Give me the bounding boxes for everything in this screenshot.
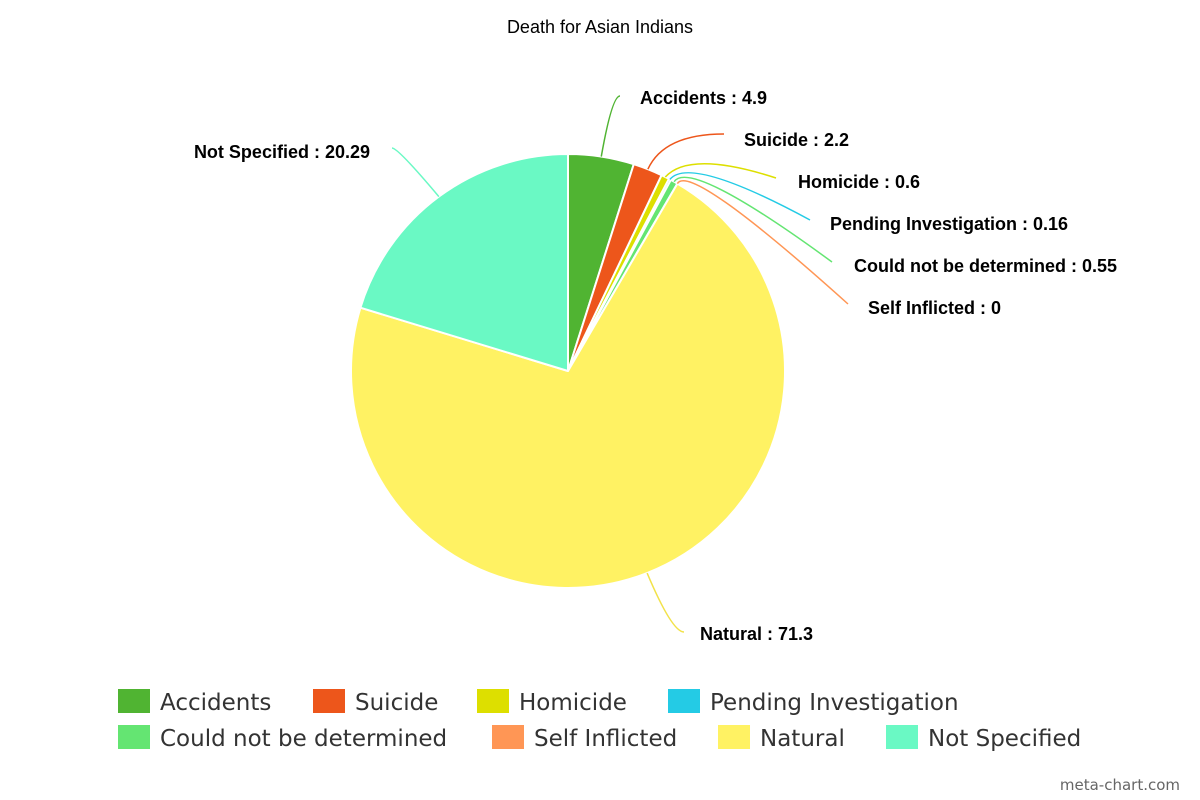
- legend-item-accidents[interactable]: Accidents: [118, 689, 271, 716]
- legend-label: Suicide: [355, 690, 438, 716]
- data-label-could-not-be-determined: Could not be determined : 0.55: [854, 256, 1117, 276]
- legend-item-could-not-be-determined[interactable]: Could not be determined: [118, 725, 447, 752]
- legend-label: Self Inflicted: [534, 726, 677, 752]
- legend-swatch: [118, 725, 150, 749]
- legend-label: Homicide: [519, 690, 627, 716]
- legend-swatch: [477, 689, 509, 713]
- connector-suicide: [647, 133, 725, 170]
- connector-not-specified: [391, 147, 440, 198]
- connector-accidents: [600, 95, 621, 157]
- data-label-accidents: Accidents : 4.9: [640, 88, 767, 108]
- connector-self-inflicted: [676, 180, 849, 305]
- legend-item-homicide[interactable]: Homicide: [477, 689, 627, 716]
- pie-slice-natural[interactable]: [350, 182, 786, 589]
- data-label-homicide: Homicide : 0.6: [798, 172, 920, 192]
- legend-item-pending-investigation[interactable]: Pending Investigation: [668, 689, 959, 716]
- chart-title: Death for Asian Indians: [507, 17, 693, 37]
- legend-item-self-inflicted[interactable]: Self Inflicted: [492, 725, 677, 752]
- legend-label: Pending Investigation: [710, 690, 959, 716]
- credit-text[interactable]: meta-chart.com: [1060, 776, 1180, 794]
- data-labels: Accidents : 4.9 Suicide : 2.2 Homicide : 0…: [194, 88, 1117, 644]
- legend-item-natural[interactable]: Natural: [718, 725, 845, 752]
- label-connectors: [391, 95, 849, 633]
- legend-label: Accidents: [160, 690, 271, 716]
- legend-item-suicide[interactable]: Suicide: [313, 689, 438, 716]
- legend-label: Natural: [760, 726, 845, 752]
- data-label-not-specified: Not Specified : 20.29: [194, 142, 370, 162]
- legend: Accidents Suicide Homicide Pending Investig…: [118, 689, 1081, 752]
- legend-swatch: [313, 689, 345, 713]
- connector-could-not-be-determined: [673, 176, 833, 263]
- connector-natural: [646, 572, 685, 633]
- legend-item-not-specified[interactable]: Not Specified: [886, 725, 1081, 752]
- legend-swatch: [118, 689, 150, 713]
- legend-swatch: [668, 689, 700, 713]
- legend-swatch: [492, 725, 524, 749]
- legend-label: Could not be determined: [160, 726, 447, 752]
- data-label-natural: Natural : 71.3: [700, 624, 813, 644]
- legend-label: Not Specified: [928, 726, 1081, 752]
- data-label-self-inflicted: Self Inflicted : 0: [868, 298, 1001, 318]
- data-label-suicide: Suicide : 2.2: [744, 130, 849, 150]
- connector-pending-investigation: [669, 172, 811, 221]
- pie-slice-not-specified[interactable]: [359, 153, 569, 372]
- legend-swatch: [886, 725, 918, 749]
- pie-slices: [350, 153, 786, 589]
- data-label-pending-investigation: Pending Investigation : 0.16: [830, 214, 1068, 234]
- connector-homicide: [664, 163, 777, 179]
- legend-swatch: [718, 725, 750, 749]
